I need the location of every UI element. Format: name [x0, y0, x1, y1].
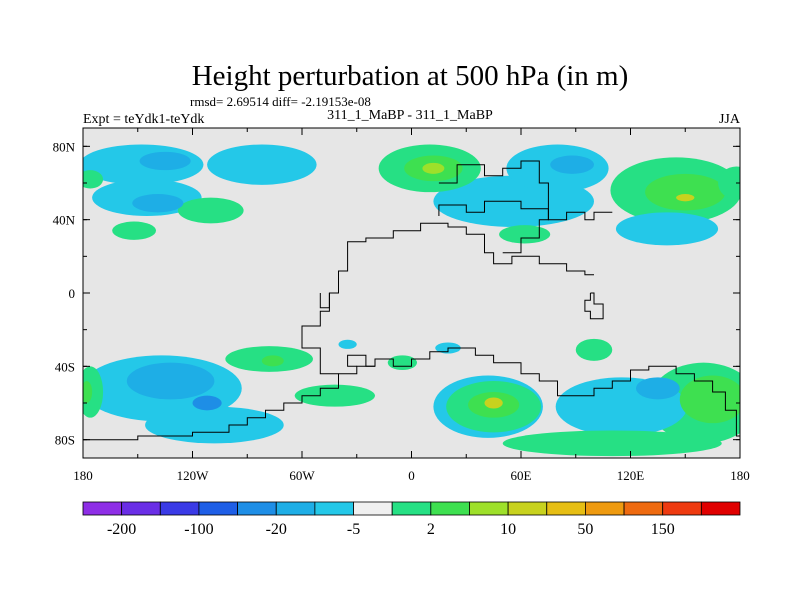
x-tick-label: 120W: [177, 468, 210, 483]
colorbar-swatch: [700, 501, 741, 516]
x-tick-label: 0: [408, 468, 415, 483]
blob-west-edge-pos-core: [83, 381, 93, 403]
colorbar-swatch: [507, 501, 548, 516]
coastline-segment-5: [347, 354, 375, 367]
blob-southern-neg-band: [145, 406, 284, 444]
blob-south-east-pos-mid: [679, 375, 740, 424]
colorbar-swatch: [82, 501, 123, 516]
blob-north-pacific-pos: [177, 197, 244, 224]
colorbar-swatch: [314, 501, 354, 516]
blob-north-atlantic-neg-core: [139, 151, 191, 171]
colorbar-swatch: [623, 501, 664, 516]
colorbar-label: 50: [577, 521, 593, 538]
y-tick-label: 40S: [55, 359, 75, 374]
coastline-segment-1: [83, 347, 740, 441]
chart-subtitle: rmsd= 2.69514 diff= -2.19153e-08: [190, 94, 371, 109]
blob-far-east-pos: [718, 166, 740, 200]
colorbar-label: 10: [500, 521, 516, 538]
colorbar-swatch: [430, 501, 470, 516]
left-label: Expt = teYdk1-teYdk: [83, 112, 204, 127]
blob-southern-pos-band: [502, 430, 722, 457]
blob-small-south-neg: [338, 339, 357, 349]
y-tick-label: 0: [69, 286, 76, 301]
blob-north-midpac-pos: [112, 221, 156, 240]
blob-south-atlantic-neg-mid: [126, 362, 215, 400]
coastline-segment-3: [438, 160, 549, 254]
coastline-segment-6: [584, 292, 604, 320]
colorbar-label: 150: [651, 521, 675, 538]
blob-siberia-neg-core: [550, 155, 594, 174]
coastline-segment-2: [301, 222, 594, 375]
colorbar-swatch: [469, 501, 509, 516]
coastline-layer: [83, 160, 740, 441]
blob-indian-small-pos: [575, 338, 613, 361]
colorbar-swatch: [198, 501, 238, 516]
colorbar-swatch: [585, 501, 625, 516]
blob-north-america-pos-core: [676, 194, 695, 202]
blob-south-east-neg-core: [635, 377, 680, 400]
chart-title: Height perturbation at 500 hPa (in m): [192, 60, 629, 92]
x-axis: 180 120W 60W 0 60E 120E 180: [73, 128, 750, 483]
colorbar-swatch: [353, 501, 393, 516]
colorbar-label: -200: [107, 521, 136, 538]
y-axis: 80N 40N 0 40S 80S: [53, 139, 740, 448]
blob-south-atlantic-neg-core: [192, 395, 222, 411]
colorbar: -200 -100 -20 -5 2 10 50 150: [82, 501, 741, 538]
blob-south-africa-pos-core: [484, 397, 503, 409]
right-label: JJA: [719, 112, 741, 127]
colorbar-swatch: [275, 501, 316, 516]
blob-north-america-pos-mid: [645, 173, 726, 211]
blob-indian-pos: [499, 225, 551, 244]
blob-small-pos-center: [387, 355, 417, 370]
blob-europe-pos-core: [422, 162, 445, 174]
colorbar-swatch: [237, 501, 277, 516]
colorbar-label: 2: [427, 521, 435, 538]
x-tick-label: 60W: [289, 468, 315, 483]
y-tick-label: 80S: [55, 433, 75, 448]
colorbar-swatch: [546, 501, 586, 516]
x-tick-label: 180: [730, 468, 750, 483]
y-tick-label: 40N: [53, 213, 76, 228]
blob-arctic-center-neg: [207, 144, 317, 185]
colorbar-swatch: [662, 501, 702, 516]
coastline-segment-4: [438, 200, 613, 221]
blob-south-mid-pos-core: [261, 355, 284, 367]
x-tick-label: 180: [73, 468, 93, 483]
blob-south-center-pos: [294, 384, 375, 407]
center-label: 311_1_MaBP - 311_1_MaBP: [327, 108, 493, 123]
contour-fill-layer: [83, 144, 740, 457]
colorbar-swatch: [391, 501, 432, 516]
blob-pacific-neg: [615, 212, 719, 246]
colorbar-swatch: [159, 501, 200, 516]
y-tick-label: 80N: [53, 139, 76, 154]
colorbar-label: -20: [266, 521, 287, 538]
x-tick-label: 60E: [511, 468, 532, 483]
colorbar-swatch: [121, 501, 161, 516]
x-tick-label: 120E: [617, 468, 645, 483]
colorbar-label: -100: [184, 521, 213, 538]
blob-west-edge-pos: [83, 366, 104, 418]
coastline-segment-7: [319, 293, 330, 309]
colorbar-label: -5: [347, 521, 360, 538]
blob-north-pacific-neg-core: [132, 194, 184, 213]
blob-far-west-pos: [83, 170, 104, 189]
